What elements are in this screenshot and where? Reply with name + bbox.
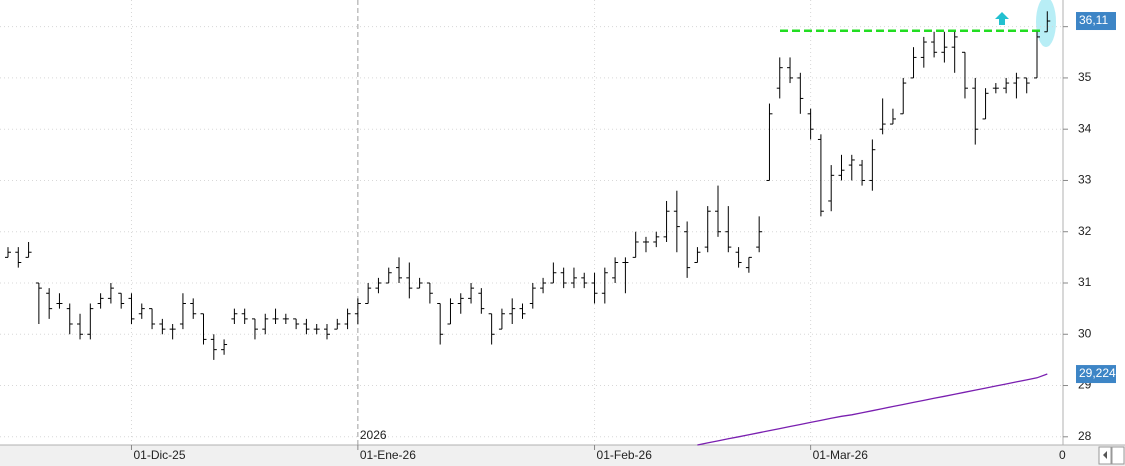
ma-badge-label: 29,224: [1079, 366, 1116, 380]
y-tick-label: 28: [1078, 429, 1092, 443]
y-tick-label: 35: [1078, 70, 1092, 84]
y-tick-label: 30: [1078, 326, 1092, 340]
x-axis-corner-label: 0: [1059, 448, 1066, 462]
scroll-left-icon: [1103, 451, 1107, 459]
last-price-badge: [1076, 12, 1116, 31]
y-tick-label: 31: [1078, 275, 1092, 289]
x-tick-label: 01-Ene-26: [360, 448, 416, 462]
x-tick-label: 01-Mar-26: [813, 448, 869, 462]
moving-average-line: [697, 373, 1048, 446]
up-arrow-icon: [995, 12, 1009, 25]
scroll-right-button[interactable]: [1111, 446, 1125, 465]
y-tick-label: 33: [1078, 173, 1092, 187]
last-price-badge-label: 36,11: [1079, 13, 1108, 27]
ma-badge: [1076, 365, 1116, 384]
x-axis-strip: [0, 445, 1125, 466]
y-tick-label: 34: [1078, 121, 1092, 135]
x-tick-label: 01-Dic-25: [133, 448, 185, 462]
x-tick-label: 01-Feb-26: [597, 448, 653, 462]
year-annotation: 2026: [360, 428, 387, 442]
highlight-ellipse: [1036, 0, 1056, 47]
y-tick-label: 32: [1078, 224, 1092, 238]
